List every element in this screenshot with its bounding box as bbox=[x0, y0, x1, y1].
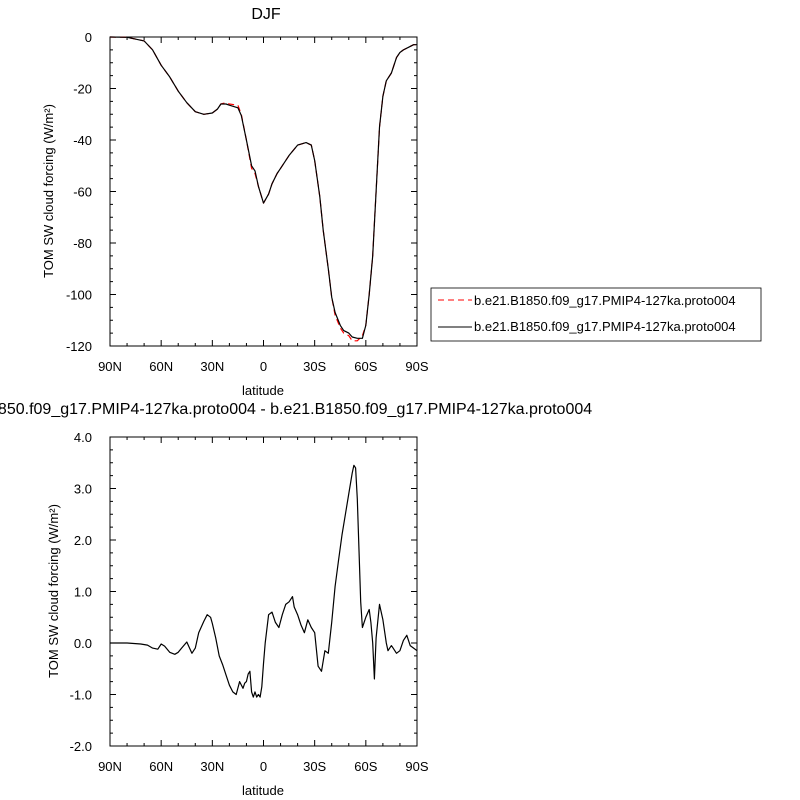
series-line-1 bbox=[109, 36, 417, 342]
y-tick-label: -1.0 bbox=[70, 688, 92, 703]
y-tick-label: -120 bbox=[66, 339, 92, 354]
x-tick-label: 0 bbox=[260, 759, 267, 774]
y-tick-label: 3.0 bbox=[74, 482, 92, 497]
x-tick-label: 90S bbox=[405, 759, 428, 774]
top-chart-x-axis-label: latitude bbox=[242, 383, 284, 398]
y-tick-label: 4.0 bbox=[74, 430, 92, 445]
y-tick-label: -60 bbox=[73, 185, 92, 200]
bottom-chart-lines bbox=[110, 464, 418, 698]
top-chart-title: DJF bbox=[251, 6, 281, 23]
x-tick-label: 60S bbox=[354, 359, 377, 374]
x-tick-label: 30N bbox=[200, 359, 224, 374]
legend-label-2: b.e21.B1850.f09_g17.PMIP4-127ka.proto004 bbox=[474, 319, 736, 334]
y-tick-label: 0 bbox=[85, 30, 92, 45]
y-tick-label: -20 bbox=[73, 82, 92, 97]
x-tick-label: 30N bbox=[200, 759, 224, 774]
y-tick-label: 1.0 bbox=[74, 585, 92, 600]
x-tick-label: 60N bbox=[149, 359, 173, 374]
y-tick-label: -100 bbox=[66, 288, 92, 303]
y-tick-label: -80 bbox=[73, 236, 92, 251]
x-tick-label: 60N bbox=[149, 759, 173, 774]
top-chart-plot-frame bbox=[109, 36, 418, 347]
top-chart-lines bbox=[109, 36, 417, 342]
y-tick-label: -2.0 bbox=[70, 739, 92, 754]
bottom-chart-ticks: 90N 60N 30N 0 30S 60S 90S 4.0 3.0 2.0 1.0 0.0 -1.0 -2… bbox=[70, 430, 429, 774]
x-tick-label: 0 bbox=[260, 359, 267, 374]
x-tick-label: 30S bbox=[303, 759, 326, 774]
top-chart-y-axis-label: TOM SW cloud forcing (W/m²) bbox=[41, 104, 56, 278]
y-tick-label: 2.0 bbox=[74, 533, 92, 548]
legend-box bbox=[430, 287, 762, 342]
y-tick-label: 0.0 bbox=[74, 636, 92, 651]
y-tick-label: -40 bbox=[73, 133, 92, 148]
bottom-chart-plot-frame bbox=[109, 436, 418, 747]
bottom-chart-panel: b.e21.B1850.f09_g17.PMIP4-127ka.proto004… bbox=[0, 401, 592, 798]
x-tick-label: 90N bbox=[98, 359, 122, 374]
x-tick-label: 90S bbox=[405, 359, 428, 374]
x-tick-label: 60S bbox=[354, 759, 377, 774]
x-tick-label: 30S bbox=[303, 359, 326, 374]
bottom-chart-x-axis-label: latitude bbox=[242, 783, 284, 798]
top-chart-panel: DJF 90N 60N 30N 0 30S 60S 90S 0 -20 -40 -60 -80 -100… bbox=[41, 6, 429, 398]
legend-label-1: b.e21.B1850.f09_g17.PMIP4-127ka.proto004 bbox=[474, 293, 736, 308]
top-chart-ticks: 90N 60N 30N 0 30S 60S 90S 0 -20 -40 -60 -80 -100 -120 bbox=[66, 30, 429, 374]
x-tick-label: 90N bbox=[98, 759, 122, 774]
bottom-chart-y-axis-label: TOM SW cloud forcing (W/m²) bbox=[46, 504, 61, 678]
series-line-2 bbox=[109, 36, 417, 339]
series-line-1 bbox=[110, 464, 418, 698]
top-chart-legend: b.e21.B1850.f09_g17.PMIP4-127ka.proto004… bbox=[430, 287, 762, 342]
bottom-chart-title: b.e21.B1850.f09_g17.PMIP4-127ka.proto004… bbox=[0, 401, 592, 418]
